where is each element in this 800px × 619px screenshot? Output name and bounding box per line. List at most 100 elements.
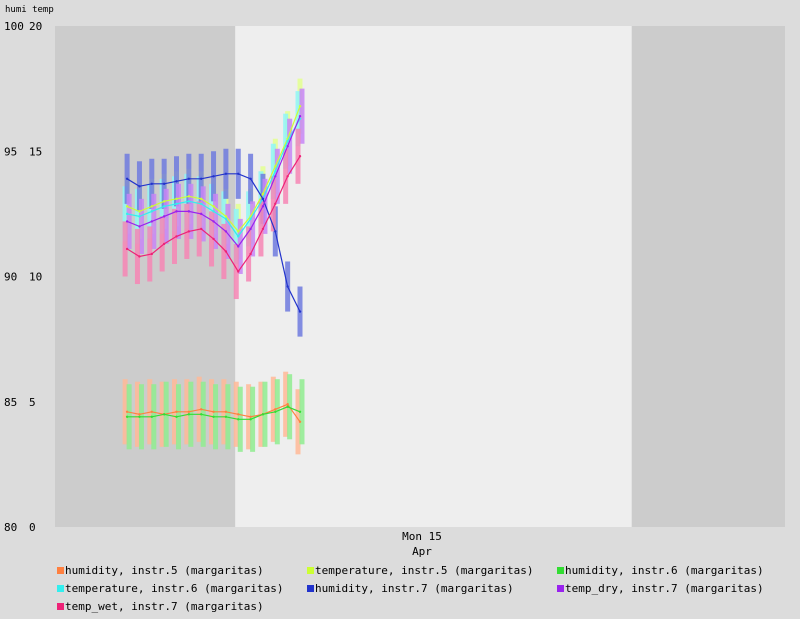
data-point: [261, 227, 265, 231]
error-bar: [283, 113, 289, 169]
error-bar: [126, 193, 132, 249]
data-point: [162, 182, 166, 186]
data-point: [138, 185, 141, 188]
y-axis-ticks: 100 20 95 15 90 10 85 5 80 0: [4, 20, 42, 534]
series-lines: [125, 104, 302, 423]
error-bar: [225, 203, 231, 259]
data-point: [150, 220, 153, 223]
night-shade-before: [55, 26, 236, 527]
data-point: [187, 200, 191, 203]
error-bar: [246, 226, 252, 282]
data-point: [138, 255, 141, 258]
error-bar: [287, 118, 293, 174]
error-bar: [270, 176, 276, 232]
data-point: [175, 180, 178, 183]
data-point: [261, 192, 265, 196]
data-point: [162, 205, 166, 208]
error-bar: [134, 228, 140, 285]
data-point: [212, 175, 215, 178]
data-point: [125, 212, 129, 216]
data-point: [274, 202, 277, 206]
error-bar: [159, 216, 165, 272]
error-bar: [184, 203, 190, 259]
data-point: [249, 227, 252, 231]
data-point: [274, 165, 277, 168]
data-point: [125, 220, 129, 223]
data-point: [224, 410, 228, 413]
data-point: [249, 415, 252, 418]
y-tick-temp: 0: [29, 521, 36, 534]
data-point: [162, 200, 166, 203]
legend-label: humidity, instr.7 (margaritas): [315, 582, 514, 595]
data-point: [199, 227, 203, 231]
data-point: [261, 197, 265, 201]
data-point: [224, 415, 228, 418]
data-point: [298, 104, 302, 108]
chart-title: humi temp: [5, 5, 54, 15]
error-bar: [258, 201, 264, 257]
data-point: [212, 205, 215, 208]
y-tick-humi: 85: [4, 396, 17, 409]
data-point: [138, 225, 141, 228]
error-bar: [270, 376, 276, 442]
data-point: [249, 217, 252, 221]
data-point: [212, 415, 215, 418]
legend-label: temp_wet, instr.7 (margaritas): [65, 600, 264, 613]
data-point: [286, 285, 289, 288]
error-bar: [147, 183, 153, 239]
error-bar: [122, 379, 128, 445]
data-point: [286, 405, 289, 408]
data-point: [125, 415, 129, 418]
data-point: [237, 172, 240, 175]
data-point: [274, 410, 277, 413]
legend-swatch: [557, 566, 564, 574]
data-point: [274, 170, 277, 173]
legend-label: humidity, instr.6 (margaritas): [565, 564, 764, 577]
night-shade-after: [631, 26, 785, 527]
data-point: [224, 250, 228, 253]
legend-swatch: [57, 566, 64, 574]
data-point: [138, 210, 141, 213]
y-tick-temp: 20: [29, 20, 42, 33]
error-bar: [213, 193, 219, 249]
y-tick-humi: 95: [4, 145, 17, 158]
data-point: [249, 418, 252, 421]
legend-label: temperature, instr.5 (margaritas): [315, 564, 534, 577]
data-point: [286, 145, 289, 148]
error-bar: [163, 188, 169, 244]
data-point: [125, 247, 129, 251]
error-bar: [221, 223, 227, 280]
data-point: [199, 408, 203, 411]
error-bar: [138, 198, 144, 254]
legend-label: temp_dry, instr.7 (margaritas): [565, 582, 764, 595]
error-bar: [283, 371, 289, 437]
data-point: [212, 210, 215, 213]
data-point: [298, 310, 302, 313]
data-point: [237, 413, 240, 416]
data-point: [237, 230, 240, 233]
legend-swatch: [307, 584, 314, 592]
error-bar: [295, 128, 301, 184]
legend-label: humidity, instr.5 (margaritas): [65, 564, 264, 577]
data-point: [286, 175, 289, 178]
error-bar: [299, 379, 305, 445]
data-point: [261, 205, 265, 208]
data-point: [298, 155, 302, 158]
legend-item: temp_wet, instr.7 (margaritas): [57, 599, 264, 615]
data-point: [187, 195, 191, 198]
error-bar: [233, 243, 239, 300]
data-point: [298, 114, 302, 118]
data-point: [237, 418, 240, 421]
y-tick-temp: 10: [29, 271, 42, 284]
data-point: [249, 177, 252, 181]
data-point: [125, 177, 129, 181]
legend-label: temperature, instr.6 (margaritas): [65, 582, 284, 595]
error-bar: [274, 148, 280, 204]
data-point: [298, 410, 302, 413]
error-bar: [250, 201, 256, 257]
data-point: [138, 413, 141, 416]
data-point: [199, 197, 203, 201]
y-tick-humi: 100: [4, 20, 24, 33]
legend-item: humidity, instr.6 (margaritas): [557, 563, 764, 579]
